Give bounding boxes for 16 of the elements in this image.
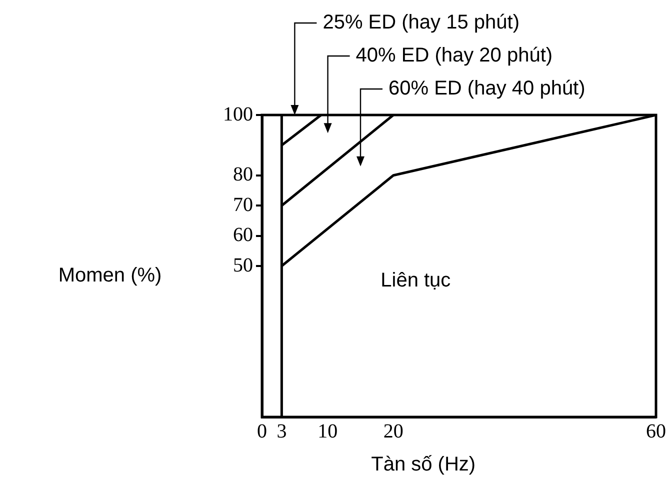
y-tick-label: 80 <box>233 164 253 186</box>
y-tick-label: 70 <box>233 194 253 216</box>
x-tick-label: 10 <box>318 420 338 442</box>
x-tick-label: 60 <box>646 420 666 442</box>
x-tick-label: 20 <box>383 420 404 442</box>
x-tick-label: 0 <box>257 420 267 442</box>
x-axis-title: Tàn số (Hz) <box>371 454 476 476</box>
text: 60% ED (hay 40 phút) <box>388 78 586 100</box>
y-tick-label: 60 <box>233 224 253 246</box>
y-tick-label: 100 <box>223 103 253 126</box>
annotation: Liên tục <box>380 270 451 292</box>
y-tick-label: 50 <box>233 254 253 276</box>
text: 25% ED (hay 15 phút) <box>322 12 520 34</box>
x-tick-label: 3 <box>276 420 287 442</box>
y-axis-title: Momen (%) <box>58 264 162 287</box>
text: 40% ED (hay 20 phút) <box>356 44 553 67</box>
